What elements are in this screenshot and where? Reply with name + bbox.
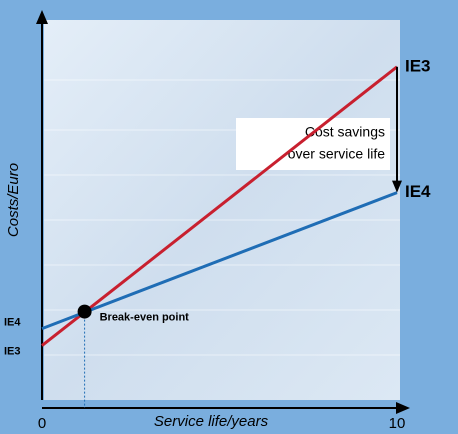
annotation: over service life xyxy=(288,146,385,162)
series-start-label: IE3 xyxy=(4,346,21,358)
series-start-label: IE4 xyxy=(4,317,21,329)
x-tick-label: 10 xyxy=(389,415,406,432)
y-axis-label: Costs/Euro xyxy=(5,163,22,237)
break-even-point xyxy=(78,305,92,319)
series-end-label: IE3 xyxy=(405,56,431,75)
plot-background xyxy=(44,20,400,400)
x-tick-label: 0 xyxy=(38,415,46,432)
x-axis-label: Service life/years xyxy=(154,413,269,430)
annotation: Cost savings xyxy=(305,124,385,140)
break-even-label: Break-even point xyxy=(100,312,190,324)
series-end-label: IE4 xyxy=(405,182,431,201)
chart: Service life/years Costs/Euro Cost savin… xyxy=(0,0,458,434)
